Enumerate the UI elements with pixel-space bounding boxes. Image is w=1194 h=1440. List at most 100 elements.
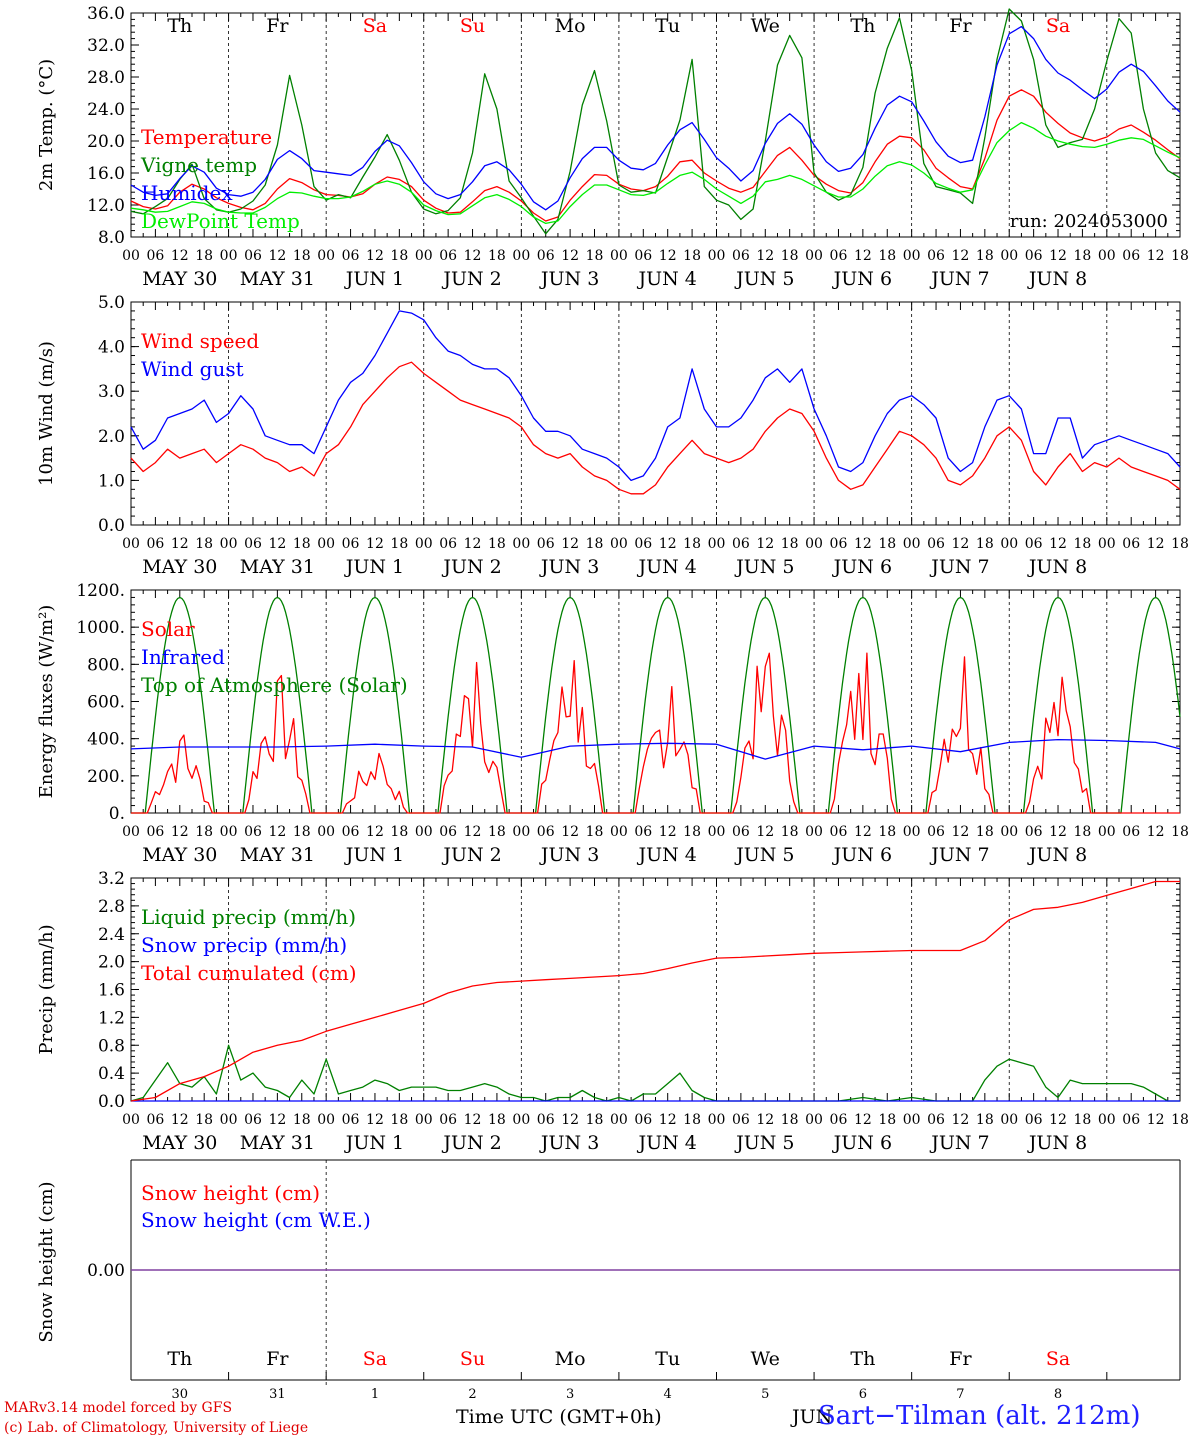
hour-tick-label: 06: [146, 824, 164, 840]
hour-tick-label: 06: [1025, 824, 1043, 840]
hour-tick-label: 12: [952, 536, 970, 552]
date-label: JUN 7: [929, 844, 989, 866]
date-label: JUN 4: [637, 1132, 697, 1154]
hour-tick-label: 00: [220, 536, 238, 552]
hour-tick-label: 00: [1098, 1112, 1116, 1128]
hour-tick-label: 18: [390, 248, 408, 264]
y-axis-label: 2m Temp. (°C): [36, 59, 57, 191]
hour-tick-label: 12: [659, 1112, 677, 1128]
hour-tick-label: 12: [171, 248, 189, 264]
date-label: JUN 2: [441, 844, 501, 866]
legend-entry: Vigne temp: [140, 153, 257, 177]
hour-tick-label: 12: [1049, 248, 1067, 264]
date-label: MAY 30: [142, 268, 217, 290]
legend-entry: Wind speed: [141, 329, 259, 353]
hour-tick-label: 00: [415, 1112, 433, 1128]
legend-entry: Infrared: [141, 645, 225, 669]
date-label: JUN 5: [734, 268, 794, 290]
hour-tick-label: 12: [366, 536, 384, 552]
hour-tick-label: 06: [927, 1112, 945, 1128]
hour-tick-label: 00: [708, 824, 726, 840]
hour-tick-label: 12: [1147, 248, 1165, 264]
hour-tick-label: 00: [415, 536, 433, 552]
panel-3: 0. 200. 400. 600. 800. 1000. 1200. Energy fluxe…: [36, 581, 1189, 866]
hour-tick-label: 06: [537, 248, 555, 264]
date-label: MAY 30: [142, 556, 217, 578]
series-line-total-cumulated-cm-: [130, 880, 1180, 1102]
hour-tick-label: 06: [146, 1112, 164, 1128]
hour-tick-label: 12: [464, 1112, 482, 1128]
hour-tick-label: 18: [1171, 1112, 1189, 1128]
hour-tick-label: 00: [512, 1112, 530, 1128]
hour-tick-label: 18: [293, 248, 311, 264]
date-label: JUN 8: [1027, 556, 1087, 578]
hour-tick-label: 18: [781, 1112, 799, 1128]
hour-tick-label: 12: [952, 1112, 970, 1128]
hour-tick-label: 12: [756, 248, 774, 264]
date-label: JUN 4: [637, 556, 697, 578]
y-tick-label: 32.0: [87, 36, 125, 56]
y-tick-label: 600.: [87, 693, 125, 713]
run-annotation: run: 2024053000: [1010, 211, 1168, 232]
legend-entry: Top of Atmosphere (Solar): [141, 673, 408, 697]
hour-tick-label: 12: [268, 536, 286, 552]
overlapping-date-label: JUN: [792, 1406, 833, 1428]
hour-tick-label: 06: [1122, 536, 1140, 552]
hour-tick-label: 12: [464, 824, 482, 840]
hour-tick-label: 18: [1074, 824, 1092, 840]
hour-tick-label: 06: [634, 248, 652, 264]
date-label: JUN 4: [637, 844, 697, 866]
series-line-temperature: [130, 89, 1181, 222]
hour-tick-label: 18: [1171, 248, 1189, 264]
hour-tick-label: 06: [1025, 536, 1043, 552]
hour-tick-label: 06: [830, 536, 848, 552]
hour-tick-label: 12: [561, 1112, 579, 1128]
hour-tick-label: 00: [903, 1112, 921, 1128]
hour-tick-label: 18: [390, 824, 408, 840]
date-label: JUN 8: [1027, 268, 1087, 290]
date-label: JUN 6: [832, 1132, 892, 1154]
day-number-label: 6: [859, 1387, 867, 1402]
date-label: JUN 8: [1027, 844, 1087, 866]
day-number-label: 8: [1054, 1387, 1062, 1402]
y-axis-label: Energy fluxes (W/m²): [36, 605, 57, 799]
legend-entry: Liquid precip (mm/h): [141, 905, 356, 929]
y-tick-label: 16.0: [87, 164, 125, 184]
y-tick-label: 1000.: [76, 618, 125, 638]
hour-tick-label: 00: [708, 536, 726, 552]
hour-tick-label: 12: [756, 824, 774, 840]
hour-tick-label: 12: [1049, 824, 1067, 840]
hour-tick-label: 00: [1000, 1112, 1018, 1128]
hour-tick-label: 12: [854, 1112, 872, 1128]
hour-tick-label: 12: [854, 824, 872, 840]
legend-entry: Snow precip (mm/h): [141, 933, 347, 957]
hour-tick-label: 00: [317, 824, 335, 840]
y-tick-label: 28.0: [87, 68, 125, 88]
hour-tick-label: 18: [878, 248, 896, 264]
hour-tick-label: 18: [586, 536, 604, 552]
date-label: JUN 3: [539, 268, 599, 290]
y-tick-label: 1.0: [98, 471, 125, 491]
date-label: JUN 1: [344, 844, 404, 866]
hour-tick-label: 12: [464, 248, 482, 264]
hour-tick-label: 18: [1074, 536, 1092, 552]
hour-tick-label: 18: [1171, 536, 1189, 552]
hour-tick-label: 18: [586, 1112, 604, 1128]
hour-tick-label: 18: [878, 824, 896, 840]
hour-tick-label: 12: [952, 824, 970, 840]
hour-tick-label: 06: [439, 248, 457, 264]
y-tick-label: 0.4: [98, 1064, 125, 1084]
day-number-label: 31: [269, 1387, 286, 1402]
hour-tick-label: 18: [195, 1112, 213, 1128]
hour-tick-label: 18: [488, 1112, 506, 1128]
legend-entry: Snow height (cm): [141, 1181, 320, 1205]
hour-tick-label: 00: [220, 248, 238, 264]
series-line-wind-speed: [130, 361, 1181, 495]
hour-tick-label: 18: [976, 536, 994, 552]
hour-tick-label: 06: [146, 248, 164, 264]
series-line-infrared: [130, 738, 1181, 760]
y-tick-label: 2.0: [98, 427, 125, 447]
series-line-solar: [131, 652, 1180, 814]
hour-tick-label: 12: [1049, 536, 1067, 552]
